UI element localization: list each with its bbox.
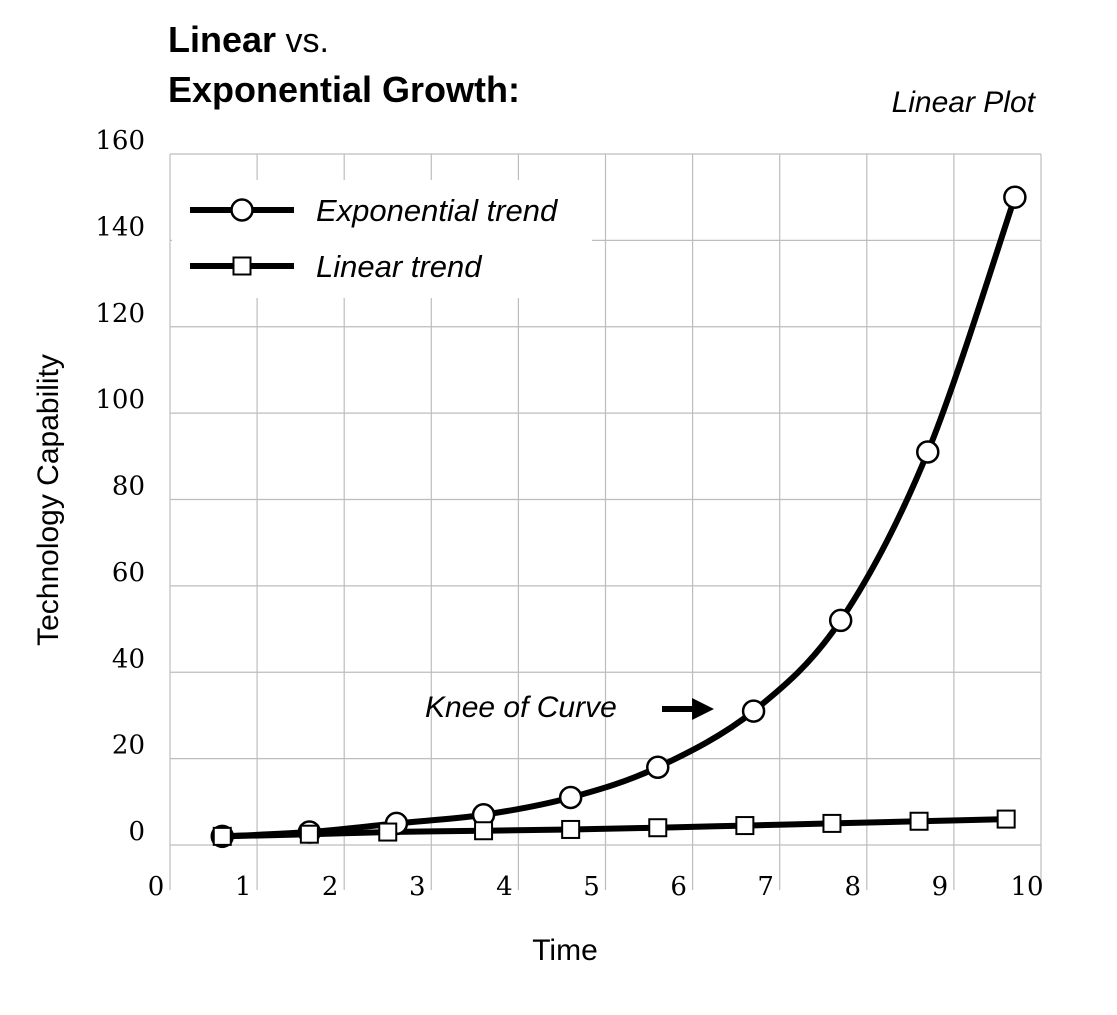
title-vs: vs. <box>276 22 329 60</box>
linear-trend-point-6 <box>735 816 755 836</box>
legend: Exponential trend Linear trend <box>172 180 592 298</box>
title-linear: Linear <box>168 19 276 60</box>
linear-trend-point-1 <box>299 824 319 844</box>
linear-trend-point-9 <box>996 809 1016 829</box>
x-tick-label-10: 10 <box>1010 872 1043 902</box>
knee-annotation: Knee of Curve <box>425 691 714 724</box>
x-tick-label-0: 0 <box>148 872 165 902</box>
knee-arrow-head <box>692 698 714 720</box>
y-tick-label-60: 60 <box>112 558 145 588</box>
exponential-trend-point-7 <box>828 608 853 633</box>
legend-marker-exponential-trend <box>230 198 254 222</box>
x-tick-label-6: 6 <box>670 872 687 902</box>
exponential-trend-point-4 <box>558 785 583 810</box>
linear-trend-point-7 <box>822 813 842 833</box>
plot-type-label: Linear Plot <box>892 86 1037 119</box>
linear-trend-point-8 <box>909 811 929 831</box>
exponential-trend-point-9 <box>1003 185 1027 209</box>
x-tick-label-4: 4 <box>496 872 513 902</box>
chart-title-line1: Linear vs. <box>168 19 329 60</box>
x-axis-label: Time <box>532 934 598 967</box>
linear-trend-point-4 <box>561 819 581 839</box>
x-tick-label-2: 2 <box>322 872 339 902</box>
y-tick-label-140: 140 <box>95 212 145 242</box>
x-tick-label-5: 5 <box>583 872 600 902</box>
y-axis-ticks: 0 20 40 60 80 100 120 140 160 <box>95 126 145 847</box>
linear-trend-point-5 <box>648 818 668 838</box>
knee-of-curve-label: Knee of Curve <box>425 691 617 724</box>
exponential-trend-point-5 <box>646 755 670 780</box>
x-tick-label-3: 3 <box>409 872 426 902</box>
chart-title-line2: Exponential Growth: <box>168 69 520 110</box>
linear-trend-point-0 <box>212 826 232 846</box>
y-axis-label: Technology Capability <box>32 354 65 646</box>
exponential-trend-point-6 <box>741 699 766 723</box>
x-axis-ticks: 0 1 2 3 4 5 6 7 8 9 10 <box>148 872 1044 902</box>
legend-marker-linear-trend <box>232 256 252 276</box>
legend-label-linear-trend: Linear trend <box>316 249 483 284</box>
series-markers <box>210 185 1027 849</box>
x-tick-label-9: 9 <box>932 872 949 902</box>
y-tick-label-120: 120 <box>95 299 145 329</box>
y-tick-label-80: 80 <box>112 472 145 502</box>
linear-trend-point-2 <box>378 822 398 842</box>
legend-label-exponential-trend: Exponential trend <box>316 193 559 228</box>
y-tick-label-0: 0 <box>128 817 145 847</box>
y-tick-label-100: 100 <box>95 385 145 415</box>
exponential-trend-point-8 <box>916 440 940 464</box>
x-tick-label-7: 7 <box>757 872 774 902</box>
y-tick-label-160: 160 <box>95 126 145 156</box>
y-tick-label-20: 20 <box>112 731 145 761</box>
x-tick-label-1: 1 <box>235 872 252 902</box>
y-tick-label-40: 40 <box>112 644 145 674</box>
linear-trend-line <box>222 816 1007 840</box>
linear-trend-point-3 <box>474 821 494 841</box>
x-tick-label-8: 8 <box>845 872 862 902</box>
